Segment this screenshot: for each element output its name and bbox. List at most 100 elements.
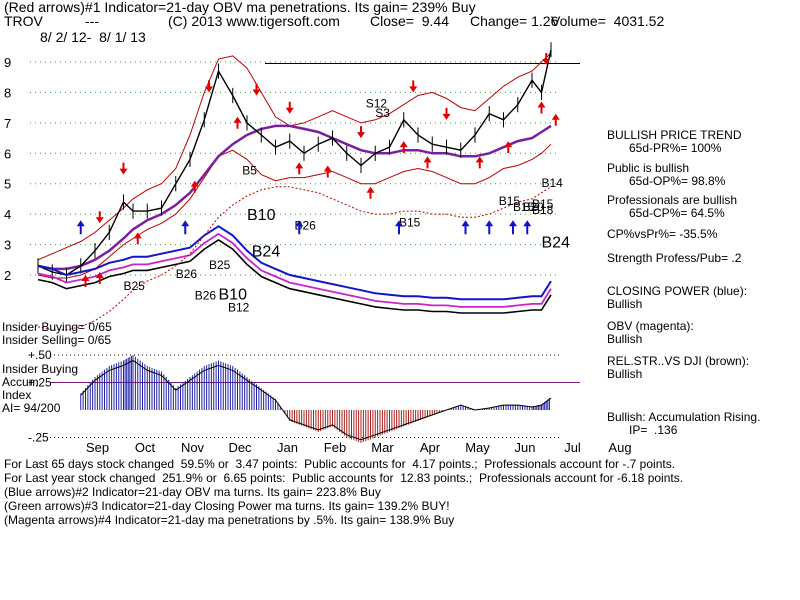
signal-label: B15 xyxy=(532,197,554,211)
signal-label: B24 xyxy=(252,244,281,261)
signal-label: B14 xyxy=(542,176,564,190)
signal-label: S3 xyxy=(375,106,390,120)
signal-label: B10 xyxy=(219,286,248,303)
red-up-arrow xyxy=(95,271,104,284)
x-tick-label: Jan xyxy=(277,440,298,455)
signal-label: B15 xyxy=(499,194,521,208)
blue-up-arrow xyxy=(76,220,85,235)
y-tick-label: 7 xyxy=(4,116,11,131)
red-down-arrow xyxy=(205,80,213,93)
y-tick-label: 4 xyxy=(4,207,11,222)
price-series-line xyxy=(37,49,552,276)
red-up-arrow xyxy=(81,275,90,287)
red-up-arrow xyxy=(537,101,546,114)
red-down-arrow xyxy=(357,126,365,139)
x-tick-label: Oct xyxy=(135,440,156,455)
x-tick-label: Nov xyxy=(181,440,205,455)
x-tick-label: May xyxy=(465,440,490,455)
red-up-arrow xyxy=(551,113,560,126)
index-label: Index xyxy=(2,388,32,402)
x-tick-label: Jul xyxy=(564,440,581,455)
red-up-arrow xyxy=(323,165,332,178)
signal-label: B10 xyxy=(247,207,276,224)
signal-label: B25 xyxy=(124,279,146,293)
blue-up-arrow xyxy=(181,220,190,235)
red-up-arrow xyxy=(399,141,408,154)
ip-value: IP= .136 xyxy=(629,423,678,437)
signal-label: B25 xyxy=(209,258,231,272)
x-tick-label: Aug xyxy=(608,440,631,455)
signal-label: B15 xyxy=(399,215,421,229)
obv-line xyxy=(37,232,552,308)
red-up-arrow xyxy=(423,156,432,169)
blue-up-arrow xyxy=(523,220,532,235)
cp-value: 65d-CP%= 64.5% xyxy=(629,206,725,220)
public-bullish: Public is bullish xyxy=(607,161,690,175)
ai-label: AI= 94/200 xyxy=(2,401,61,415)
accum-tick-label: +.25 xyxy=(28,376,52,390)
insider-buying-label-2: Insider Buying xyxy=(2,362,79,376)
red-down-arrow xyxy=(119,162,128,175)
red-down-arrow xyxy=(95,211,104,224)
x-tick-label: Sep xyxy=(86,440,109,455)
red-down-arrow xyxy=(442,107,451,120)
change-value: Change= 1.26 xyxy=(470,13,559,29)
x-tick-label: Feb xyxy=(324,440,346,455)
accum-tick-label: +.50 xyxy=(28,348,52,362)
lower-band-line xyxy=(37,143,552,279)
accum-rising: Bullish: Accumulation Rising. xyxy=(607,410,761,424)
closing-power-ma-line xyxy=(37,186,552,331)
x-tick-label: Mar xyxy=(371,440,394,455)
red-up-arrow xyxy=(475,156,484,169)
relstr-label: REL.STR..VS DJI (brown): xyxy=(607,354,750,368)
closing-power-status: Bullish xyxy=(607,297,643,311)
accum-label: Accum xyxy=(2,375,39,389)
blue-up-arrow xyxy=(295,220,304,235)
x-tick-label: Jun xyxy=(515,440,536,455)
volume-value: Volume= 4031.52 xyxy=(551,13,665,29)
strength-value: Strength Profess/Pub= .2 xyxy=(607,251,742,265)
y-tick-label: 9 xyxy=(4,55,11,70)
red-down-arrow xyxy=(409,80,418,93)
footer-line1: For Last 65 days stock changed 59.5% or … xyxy=(4,457,676,471)
insider-selling-label: Insider Selling= 0/65 xyxy=(2,333,112,347)
blue-up-arrow xyxy=(395,220,403,235)
signal-label: B26 xyxy=(195,288,217,302)
blue-up-arrow xyxy=(509,220,517,235)
red-down-arrow xyxy=(252,83,261,96)
y-tick-label: 8 xyxy=(4,85,11,100)
accum-tick-label: -.25 xyxy=(28,431,49,445)
y-tick-label: 6 xyxy=(4,146,11,161)
signal-label: B26 xyxy=(176,267,198,281)
signal-label: B5 xyxy=(242,164,257,178)
obv-status: Bullish xyxy=(607,332,643,346)
y-tick-label: 3 xyxy=(4,238,11,253)
upper-band-line xyxy=(37,52,552,261)
relstr-status: Bullish xyxy=(607,367,643,381)
y-tick-label: 2 xyxy=(4,268,11,283)
blue-up-arrow xyxy=(461,220,470,235)
signal-label: B12 xyxy=(228,301,250,315)
red-up-arrow xyxy=(190,180,199,193)
dash: --- xyxy=(85,13,99,29)
red-up-arrow xyxy=(366,186,375,199)
x-tick-label: Apr xyxy=(420,440,441,455)
moving-average-line xyxy=(37,124,552,271)
footer-line2: For Last year stock changed 251.9% or 6.… xyxy=(4,471,684,485)
footer-line5: (Magenta arrows)#4 Indicator=21-day ma p… xyxy=(4,513,455,527)
date-range: 8/ 2/ 12- 8/ 1/ 13 xyxy=(40,29,146,45)
signal-label: B24 xyxy=(542,235,571,252)
copyright: (C) 2013 www.tigersoft.com xyxy=(168,13,340,29)
red-up-arrow xyxy=(504,141,513,154)
footer-line4: (Green arrows)#3 Indicator=21-day Closin… xyxy=(4,499,450,513)
op-value: 65d-OP%= 98.8% xyxy=(629,174,726,188)
signal-label: B18 xyxy=(532,203,554,217)
bullish-price-trend: BULLISH PRICE TREND xyxy=(607,128,742,142)
professionals-bullish: Professionals are bullish xyxy=(607,193,738,207)
close-value: Close= 9.44 xyxy=(370,13,449,29)
y-tick-label: 5 xyxy=(4,177,11,192)
x-tick-label: Dec xyxy=(228,440,252,455)
cpvspr-value: CP%vsPr%= -35.5% xyxy=(607,227,718,241)
pr-value: 65d-PR%= 100% xyxy=(629,141,722,155)
